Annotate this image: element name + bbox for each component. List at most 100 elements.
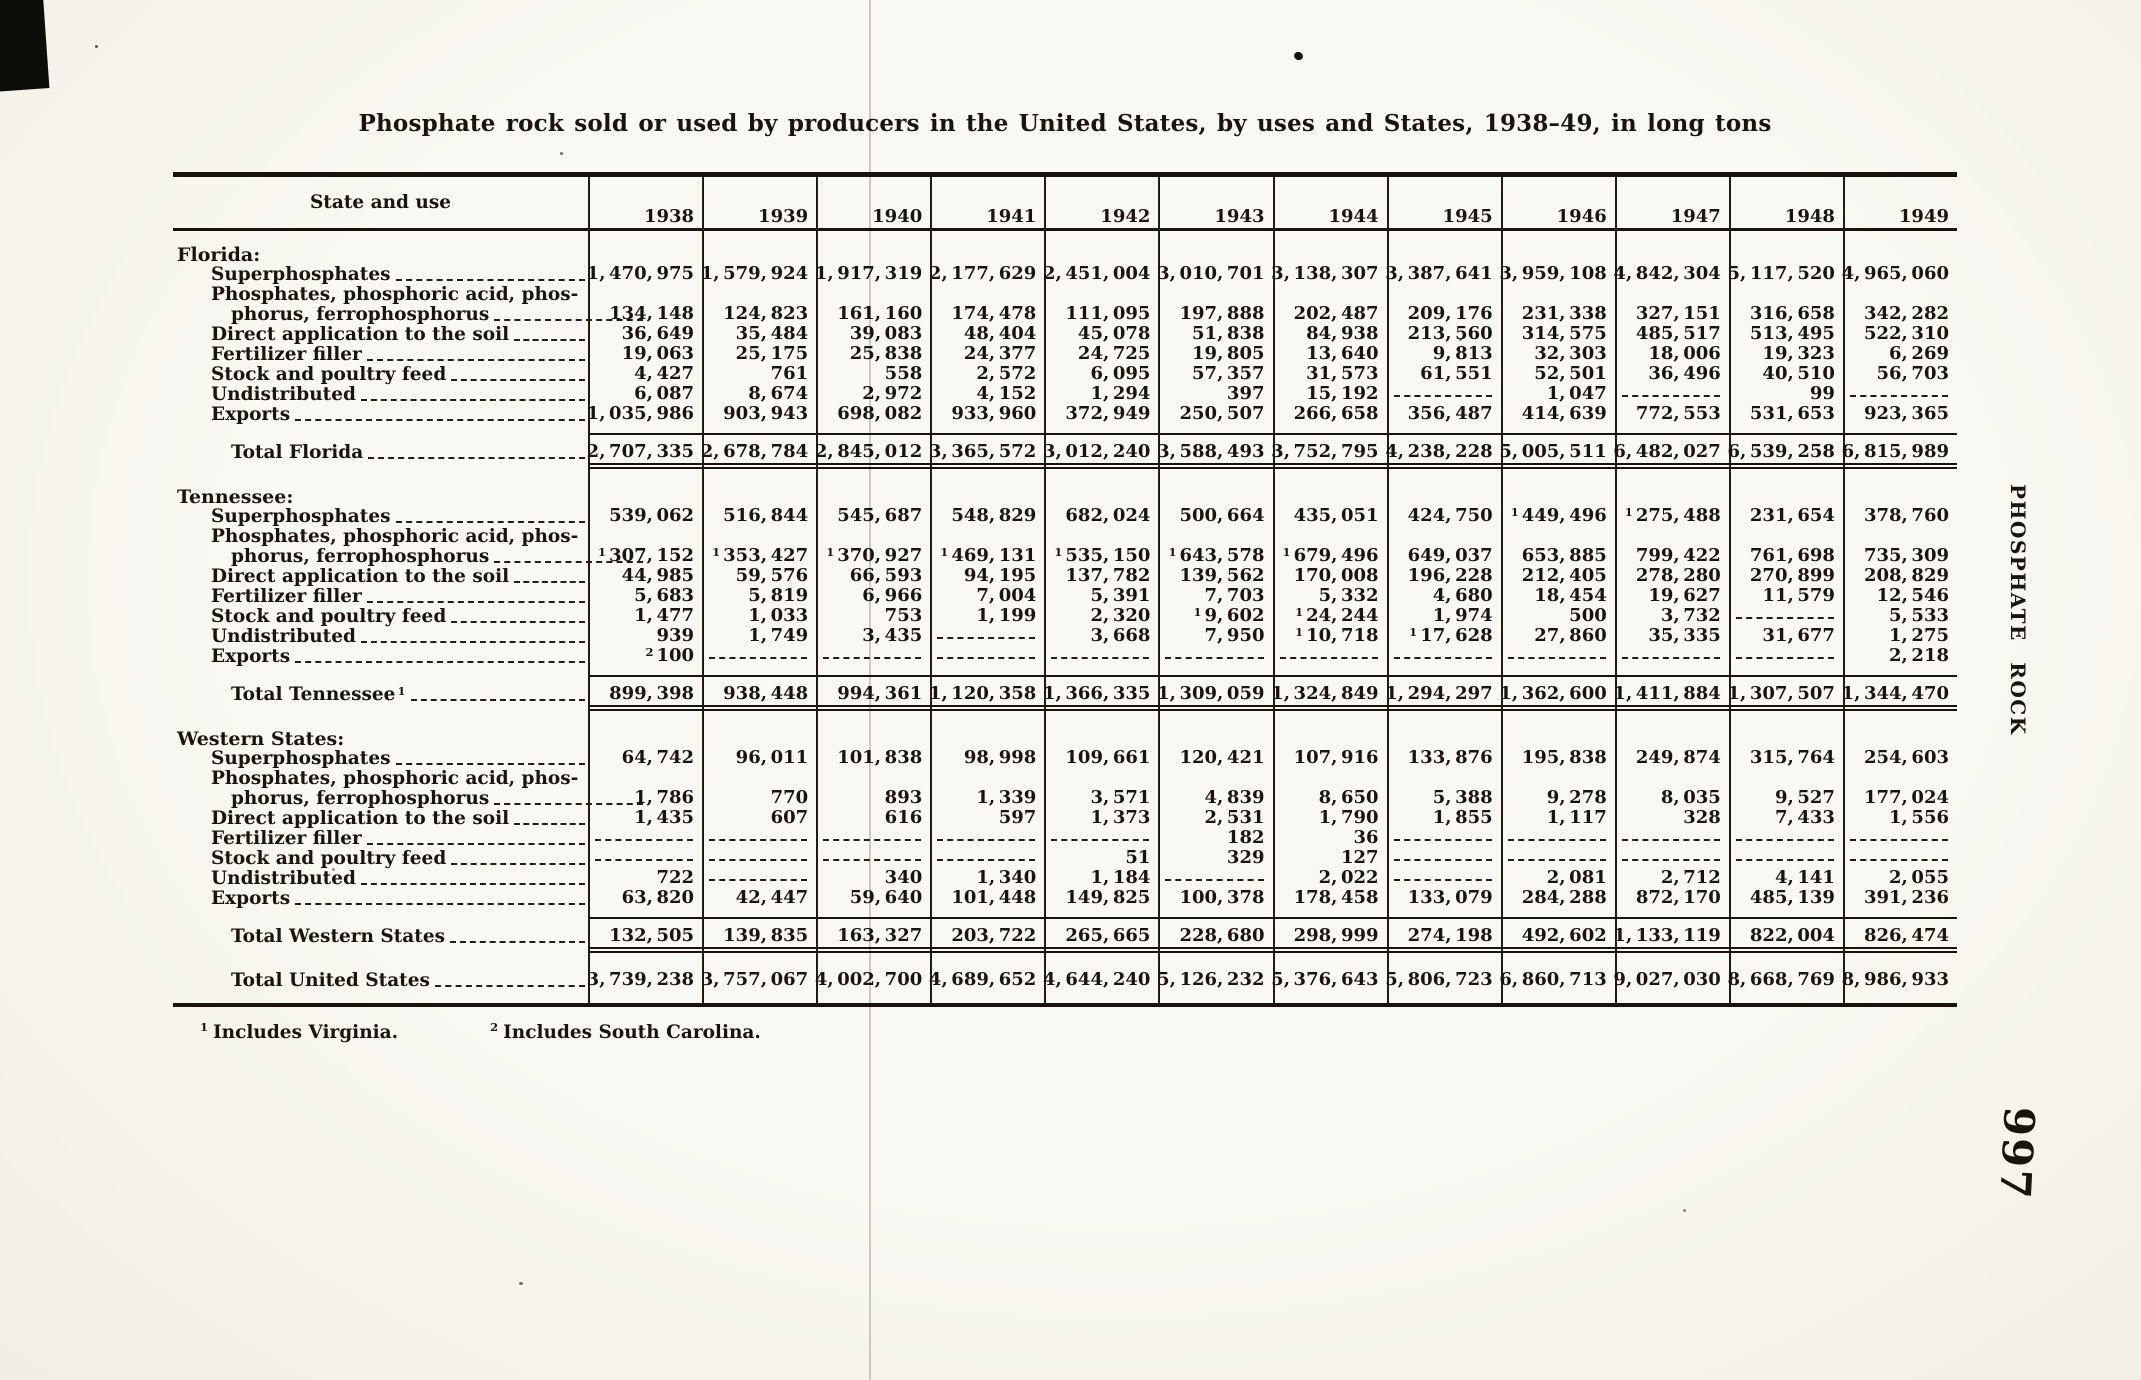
value-cell: 39, 083: [816, 324, 930, 345]
footnote-ref: 1: [1282, 545, 1291, 559]
value-cell: 25, 838: [816, 344, 930, 365]
value-cell: 284, 288: [1500, 888, 1615, 909]
value-cell: [1386, 849, 1501, 869]
empty-value-dashes: [1849, 395, 1948, 397]
value-cell: [1842, 953, 1957, 961]
value-cell: [1272, 463, 1387, 469]
rule-cell: [173, 463, 588, 468]
row-label-cell: Phosphates, phosphoric acid, phos-phorus…: [173, 769, 643, 809]
value-cell: 1, 309, 059: [1157, 675, 1273, 705]
row-label: Stock and poultry feed: [173, 365, 588, 385]
value-cell: 27, 860: [1500, 626, 1615, 647]
value-cell: 8, 035: [1614, 769, 1729, 809]
scan-speck: [1459, 338, 1462, 341]
spacer-cell: [173, 231, 588, 243]
value-cell: [1728, 667, 1843, 675]
row-label: Stock and poultry feed: [173, 849, 588, 869]
value-cell: [1500, 231, 1615, 243]
value-cell: [816, 849, 930, 869]
value-cell: [1728, 711, 1843, 727]
footnote-ref: 1: [598, 545, 607, 559]
value-cell: [1614, 909, 1729, 917]
value-cell: 274, 198: [1386, 917, 1501, 947]
value-cell: [702, 705, 817, 711]
dot-leader: [366, 843, 585, 845]
empty-value-dashes: [1849, 839, 1948, 841]
dot-leader: [494, 803, 643, 805]
value-cell: 5, 806, 723: [1385, 961, 1501, 991]
value-cell: [1044, 947, 1159, 953]
footnote-marker: 1: [200, 1020, 209, 1034]
value-cell: [1842, 705, 1957, 711]
empty-value-dashes: [1621, 839, 1720, 841]
empty-value-dashes: [937, 637, 1036, 639]
value-cell: [702, 953, 816, 961]
row-label-text: phorus, ferrophosphorus: [231, 788, 490, 809]
value-cell: [588, 953, 702, 961]
value-cell: 254, 603: [1842, 748, 1957, 769]
value-cell: [1158, 909, 1272, 917]
value-cell: [930, 469, 1044, 485]
column-header-state-and-use: State and use: [173, 177, 588, 231]
value-cell: [930, 463, 1045, 469]
row-label-text: Undistributed: [211, 626, 356, 647]
column-header-year: 1944: [1272, 177, 1387, 231]
value-cell: [1044, 991, 1158, 1003]
section-label: Florida:: [177, 244, 261, 266]
value-cell: [1386, 991, 1501, 1003]
value-cell: 9, 278: [1500, 769, 1615, 809]
value-cell: 1, 556: [1842, 808, 1957, 829]
value-cell: [1158, 947, 1273, 953]
value-cell: 522, 310: [1842, 324, 1957, 345]
value-cell: 3, 588, 493: [1157, 433, 1273, 463]
value-cell: [588, 849, 702, 869]
value-cell: 163, 327: [816, 917, 931, 947]
value-cell: [1614, 947, 1729, 953]
row-label-cell: Fertilizer filler: [173, 587, 588, 607]
value-cell: 120, 421: [1158, 748, 1272, 769]
value-cell: 8, 650: [1272, 769, 1387, 809]
value-cell: [1728, 727, 1843, 749]
row-label: phorus, ferrophosphorus: [173, 789, 646, 809]
value-cell: 19, 063: [588, 344, 702, 365]
value-cell: [1272, 425, 1387, 433]
value-cell: 109, 661: [1044, 748, 1158, 769]
value-cell: [1842, 947, 1957, 953]
column-header-year: 1947: [1614, 177, 1729, 231]
footnote-text: Includes Virginia.: [213, 1022, 399, 1044]
value-cell: 231, 338: [1500, 285, 1615, 325]
value-cell: 5, 819: [702, 586, 816, 607]
row-label-text: Total Western States: [231, 926, 446, 947]
value-cell: [1842, 385, 1957, 405]
empty-value-dashes: [1051, 657, 1150, 659]
row-label-text: Direct application to the soil: [211, 566, 510, 587]
value-cell: [1386, 485, 1501, 507]
scan-speck: [332, 868, 335, 871]
value-cell: [1728, 647, 1843, 667]
value-cell: [816, 953, 930, 961]
value-cell: 1, 435: [588, 808, 702, 829]
value-cell: [1158, 647, 1272, 667]
value-cell: 1, 117: [1500, 808, 1615, 829]
value-cell: 107, 916: [1272, 748, 1387, 769]
value-cell: [930, 909, 1044, 917]
value-cell: [1044, 469, 1158, 485]
scan-artifact-corner: [0, 0, 50, 92]
row-label-cell: Exports: [173, 889, 588, 909]
value-cell: 36: [1272, 828, 1387, 849]
value-cell: 298, 999: [1272, 917, 1387, 947]
value-cell: 1, 275: [1842, 626, 1957, 647]
value-cell: 1 10, 718: [1272, 626, 1387, 647]
empty-value-dashes: [1051, 839, 1150, 841]
value-cell: 4, 839: [1158, 769, 1272, 809]
value-cell: 722: [588, 868, 702, 889]
value-cell: [1728, 469, 1843, 485]
value-cell: [1044, 705, 1159, 711]
value-cell: 391, 236: [1842, 888, 1957, 909]
row-label: phorus, ferrophosphorus: [173, 547, 646, 567]
empty-value-dashes: [1279, 657, 1378, 659]
value-cell: 196, 228: [1386, 566, 1501, 587]
value-cell: 5, 005, 511: [1499, 433, 1615, 463]
value-cell: 24, 725: [1044, 344, 1158, 365]
row-label-cell: Undistributed: [173, 869, 588, 889]
